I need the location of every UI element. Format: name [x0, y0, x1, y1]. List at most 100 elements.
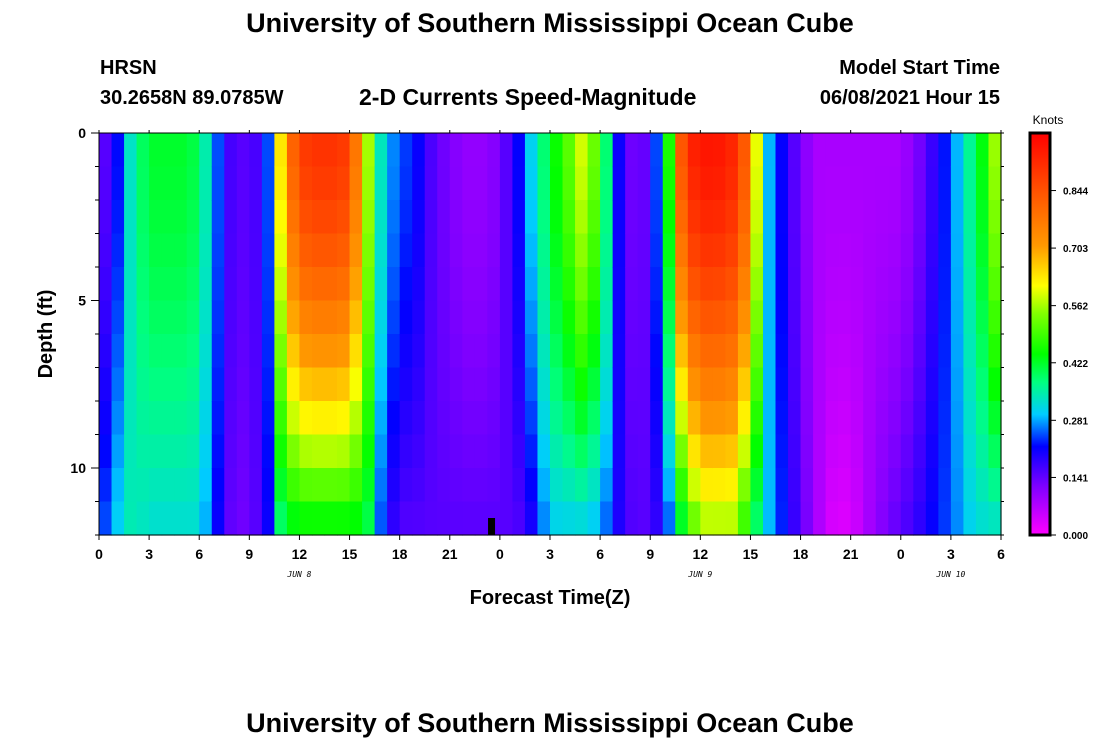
heatmap-cell	[274, 401, 288, 436]
heatmap-cell	[725, 434, 739, 469]
heatmap-cell	[161, 501, 175, 536]
heatmap-cell	[662, 166, 676, 201]
heatmap-cell	[424, 334, 438, 369]
heatmap-cell	[687, 200, 701, 235]
heatmap-cell	[612, 133, 626, 168]
heatmap-cell	[186, 166, 200, 201]
heatmap-cell	[825, 401, 839, 436]
heatmap-cell	[725, 367, 739, 402]
heatmap-cell	[274, 367, 288, 402]
heatmap-cell	[512, 334, 526, 369]
heatmap-cell	[788, 233, 802, 268]
heatmap-cell	[550, 200, 564, 235]
heatmap-cell	[850, 233, 864, 268]
heatmap-cell	[174, 267, 188, 302]
heatmap-cell	[387, 501, 401, 536]
heatmap-cell	[399, 501, 413, 536]
heatmap-cell	[612, 233, 626, 268]
heatmap-cell	[474, 434, 488, 469]
heatmap-cell	[550, 334, 564, 369]
heatmap-cell	[387, 300, 401, 335]
heatmap-cell	[111, 200, 125, 235]
heatmap-cell	[524, 367, 539, 402]
heatmap-cell	[888, 300, 902, 335]
heatmap-cell	[324, 334, 338, 369]
heatmap-cell	[462, 401, 476, 436]
heatmap-cell	[337, 367, 351, 402]
heatmap-cell	[575, 334, 589, 369]
heatmap-cell	[487, 434, 501, 469]
heatmap-cell	[186, 300, 200, 335]
heatmap-cell	[687, 401, 701, 436]
heatmap-cell	[838, 166, 852, 201]
heatmap-cell	[950, 334, 965, 369]
heatmap-cell	[813, 233, 827, 268]
heatmap-cell	[286, 334, 301, 369]
heatmap-cell	[387, 367, 401, 402]
heatmap-cell	[124, 334, 138, 369]
heatmap-cell	[625, 300, 639, 335]
heatmap-cell	[374, 401, 388, 436]
heatmap-cell	[750, 468, 764, 503]
heatmap-cell	[687, 166, 701, 201]
heatmap-cell	[149, 300, 163, 335]
heatmap-cell	[236, 434, 250, 469]
heatmap-cell	[675, 166, 689, 201]
heatmap-cell	[349, 334, 363, 369]
heatmap-cell	[825, 501, 839, 536]
heatmap-cell	[512, 367, 526, 402]
heatmap-cell	[950, 133, 965, 168]
x-tick-label: 0	[95, 546, 103, 562]
heatmap-cell	[311, 334, 326, 369]
heatmap-cell	[675, 434, 689, 469]
heatmap-cell	[299, 401, 313, 436]
heatmap-cell	[675, 200, 689, 235]
heatmap-cell	[512, 200, 526, 235]
heatmap-cell	[938, 300, 952, 335]
heatmap-cell	[337, 166, 351, 201]
heatmap-cell	[399, 133, 413, 168]
heatmap-cell	[424, 468, 438, 503]
heatmap-cell	[186, 367, 200, 402]
heatmap-cell	[575, 200, 589, 235]
heatmap-cell	[700, 468, 714, 503]
heatmap-cell	[625, 267, 639, 302]
heatmap-cell	[925, 233, 939, 268]
heatmap-cell	[875, 267, 889, 302]
heatmap-cell	[149, 233, 163, 268]
heatmap-cell	[725, 468, 739, 503]
heatmap-cell	[800, 267, 814, 302]
heatmap-cell	[938, 468, 952, 503]
heatmap-cell	[449, 300, 463, 335]
heatmap-cell	[988, 200, 1002, 235]
heatmap-cell	[662, 133, 676, 168]
heatmap-cell	[236, 267, 250, 302]
heatmap-cell	[737, 334, 752, 369]
heatmap-cell	[424, 166, 438, 201]
heatmap-cell	[412, 166, 426, 201]
heatmap-cell	[399, 267, 413, 302]
heatmap-cell	[462, 133, 476, 168]
heatmap-cell	[587, 300, 601, 335]
heatmap-cell	[963, 200, 977, 235]
heatmap-cell	[913, 334, 927, 369]
heatmap-cell	[261, 334, 275, 369]
heatmap-cell	[975, 166, 990, 201]
heatmap-cell	[650, 501, 664, 536]
heatmap-cell	[236, 367, 250, 402]
heatmap-cell	[863, 434, 877, 469]
heatmap-cell	[249, 367, 263, 402]
heatmap-cell	[512, 233, 526, 268]
heatmap-cell	[174, 468, 188, 503]
heatmap-cell	[337, 233, 351, 268]
heatmap-cell	[324, 468, 338, 503]
heatmap-cell	[600, 468, 614, 503]
heatmap-cell	[900, 267, 914, 302]
heatmap-cell	[813, 334, 827, 369]
heatmap-cell	[775, 434, 789, 469]
heatmap-cell	[374, 133, 388, 168]
heatmap-cell	[487, 267, 501, 302]
heatmap-cell	[111, 401, 125, 436]
heatmap-cell	[236, 334, 250, 369]
heatmap-cell	[311, 401, 326, 436]
